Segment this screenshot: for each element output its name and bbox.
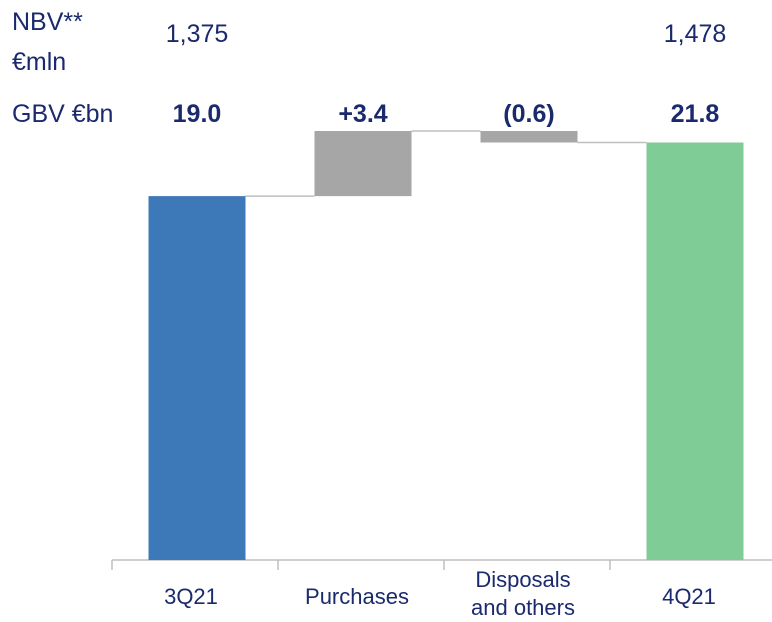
bar — [148, 196, 246, 560]
value-label: (0.6) — [503, 100, 555, 128]
value-label: +3.4 — [338, 100, 388, 128]
nbv-value: 1,375 — [165, 20, 229, 48]
x-tick-label: 3Q21 — [164, 584, 218, 609]
x-tick-label: Disposals and others — [471, 567, 575, 620]
nbv-label: NBV** — [12, 8, 83, 36]
bar — [646, 142, 744, 560]
nbv-value: 1,478 — [663, 20, 727, 48]
x-tick-label: Purchases — [305, 584, 409, 609]
gbv-label: GBV €bn — [12, 100, 114, 128]
value-label: 21.8 — [670, 100, 720, 128]
bar — [480, 131, 578, 143]
bar — [314, 131, 412, 197]
nbv-unit: €mln — [12, 48, 67, 76]
x-tick-label: 4Q21 — [662, 584, 716, 609]
value-label: 19.0 — [172, 100, 222, 128]
